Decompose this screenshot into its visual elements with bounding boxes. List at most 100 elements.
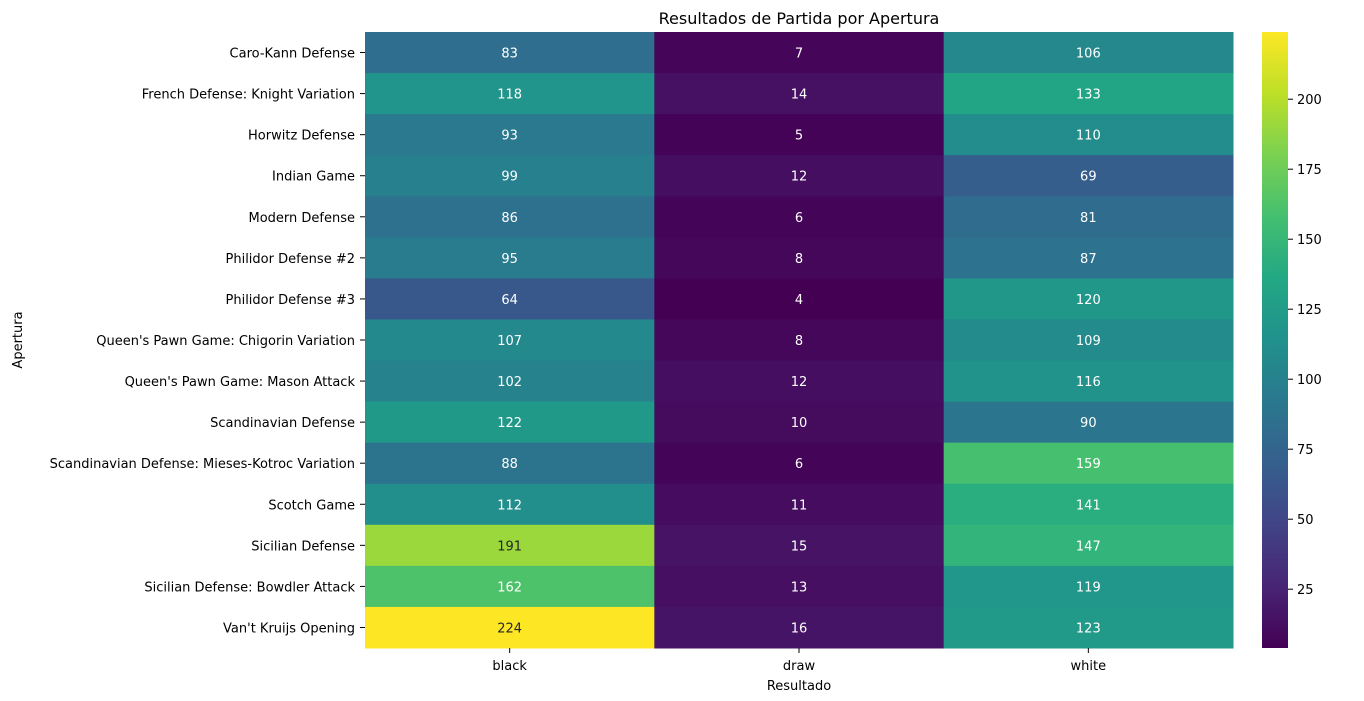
heatmap-cell xyxy=(943,524,1234,567)
y-tick-label: Indian Game xyxy=(272,170,355,185)
heatmap-cell xyxy=(943,114,1234,156)
colorbar xyxy=(1262,32,1288,648)
heatmap-cell xyxy=(943,360,1234,403)
heatmap-cell xyxy=(943,73,1234,115)
heatmap-cell xyxy=(654,319,945,362)
cell-value-label: 83 xyxy=(501,47,518,62)
cell-value-label: 95 xyxy=(501,252,518,267)
cell-value-label: 102 xyxy=(497,375,522,390)
colorbar-tick-label: 100 xyxy=(1297,373,1322,388)
cell-value-label: 122 xyxy=(497,416,522,431)
heatmap-cell xyxy=(365,442,655,485)
x-tick-labels: black draw white xyxy=(492,648,1106,674)
cell-value-label: 224 xyxy=(497,621,522,636)
cell-value-label: 6 xyxy=(795,211,803,226)
heatmap-cell xyxy=(365,73,655,115)
cell-value-label: 87 xyxy=(1080,252,1097,267)
heatmap-cell xyxy=(365,196,655,238)
cell-value-label: 93 xyxy=(501,129,518,144)
cell-value-label: 118 xyxy=(497,88,522,103)
cell-value-label: 99 xyxy=(501,170,518,185)
cell-value-label: 162 xyxy=(497,580,522,595)
cell-value-label: 112 xyxy=(497,498,522,513)
y-tick-label: Scandinavian Defense xyxy=(210,416,355,431)
chart-title: Resultados de Partida por Apertura xyxy=(659,9,940,28)
y-tick-label: Scandinavian Defense: Mieses-Kotroc Vari… xyxy=(50,457,355,472)
cell-value-label: 12 xyxy=(791,170,808,185)
heatmap-cell xyxy=(654,483,945,526)
y-tick-labels: Caro-Kann Defense French Defense: Knight … xyxy=(50,47,365,636)
heatmap-cell xyxy=(654,565,945,608)
heatmap-cell xyxy=(654,278,945,320)
y-tick-label: Sicilian Defense: Bowdler Attack xyxy=(144,580,355,595)
cell-value-label: 16 xyxy=(791,621,808,636)
x-tick-label: draw xyxy=(783,659,816,674)
y-tick-label: Philidor Defense #3 xyxy=(226,293,356,308)
cell-value-label: 12 xyxy=(791,375,808,390)
cell-value-label: 123 xyxy=(1076,621,1101,636)
heatmap-cell xyxy=(365,32,655,74)
heatmap-cell xyxy=(365,114,655,156)
y-tick-label: Queen's Pawn Game: Mason Attack xyxy=(125,375,356,390)
heatmap-cell xyxy=(654,606,945,649)
y-axis-label: Apertura xyxy=(11,311,26,368)
heatmap-cell xyxy=(365,237,655,279)
heatmap-cell xyxy=(654,401,945,444)
heatmap-cell xyxy=(654,155,945,197)
heatmap-cell xyxy=(943,237,1234,279)
heatmap-cell xyxy=(943,401,1234,444)
y-tick-label: Modern Defense xyxy=(248,211,355,226)
cell-value-label: 116 xyxy=(1076,375,1101,390)
cell-value-label: 7 xyxy=(795,47,803,62)
y-tick-label: Sicilian Defense xyxy=(251,539,355,554)
heatmap-cell xyxy=(943,442,1234,485)
heatmap-cell xyxy=(943,32,1234,74)
y-tick-label: French Defense: Knight Variation xyxy=(142,88,355,103)
heatmap-cell xyxy=(365,278,655,320)
cell-value-label: 109 xyxy=(1076,334,1101,349)
cell-value-label: 107 xyxy=(497,334,522,349)
heatmap-cell xyxy=(654,442,945,485)
heatmap-cell xyxy=(654,524,945,567)
colorbar-tick-label: 25 xyxy=(1297,583,1314,598)
cell-value-label: 15 xyxy=(791,539,808,554)
cell-value-label: 81 xyxy=(1080,211,1097,226)
cell-value-label: 4 xyxy=(795,293,803,308)
heatmap-cell xyxy=(654,196,945,238)
colorbar-tick-label: 175 xyxy=(1297,163,1322,178)
heatmap-cell xyxy=(654,32,945,74)
heatmap-cell xyxy=(943,319,1234,362)
cell-value-label: 106 xyxy=(1076,47,1101,62)
heatmap-cell xyxy=(943,155,1234,197)
cell-value-label: 119 xyxy=(1076,580,1101,595)
cell-value-label: 88 xyxy=(501,457,518,472)
heatmap-cell xyxy=(654,73,945,115)
cell-value-label: 120 xyxy=(1076,293,1101,308)
heatmap-cell xyxy=(365,401,655,444)
cell-value-label: 191 xyxy=(497,539,522,554)
x-tick-label: white xyxy=(1071,659,1107,674)
heatmap-cell xyxy=(365,319,655,362)
cell-value-label: 86 xyxy=(501,211,518,226)
x-axis-label: Resultado xyxy=(767,679,831,694)
y-tick-label: Philidor Defense #2 xyxy=(226,252,356,267)
cell-value-label: 13 xyxy=(791,580,808,595)
y-tick-label: Caro-Kann Defense xyxy=(230,47,355,62)
y-tick-label: Scotch Game xyxy=(268,498,355,513)
x-tick-label: black xyxy=(492,659,527,674)
cell-value-label: 110 xyxy=(1076,129,1101,144)
cell-value-label: 64 xyxy=(501,293,518,308)
heatmap-cell xyxy=(365,606,655,649)
heatmap-cell xyxy=(943,196,1234,238)
cell-value-label: 69 xyxy=(1080,170,1097,185)
heatmap-cell xyxy=(943,606,1234,649)
heatmap-cell xyxy=(654,114,945,156)
cell-value-label: 8 xyxy=(795,252,803,267)
cell-value-label: 8 xyxy=(795,334,803,349)
colorbar-ticks: 25 50 75 100 125 150 175 200 xyxy=(1288,93,1322,598)
cell-value-label: 159 xyxy=(1076,457,1101,472)
colorbar-tick-label: 200 xyxy=(1297,93,1322,108)
cell-value-label: 6 xyxy=(795,457,803,472)
